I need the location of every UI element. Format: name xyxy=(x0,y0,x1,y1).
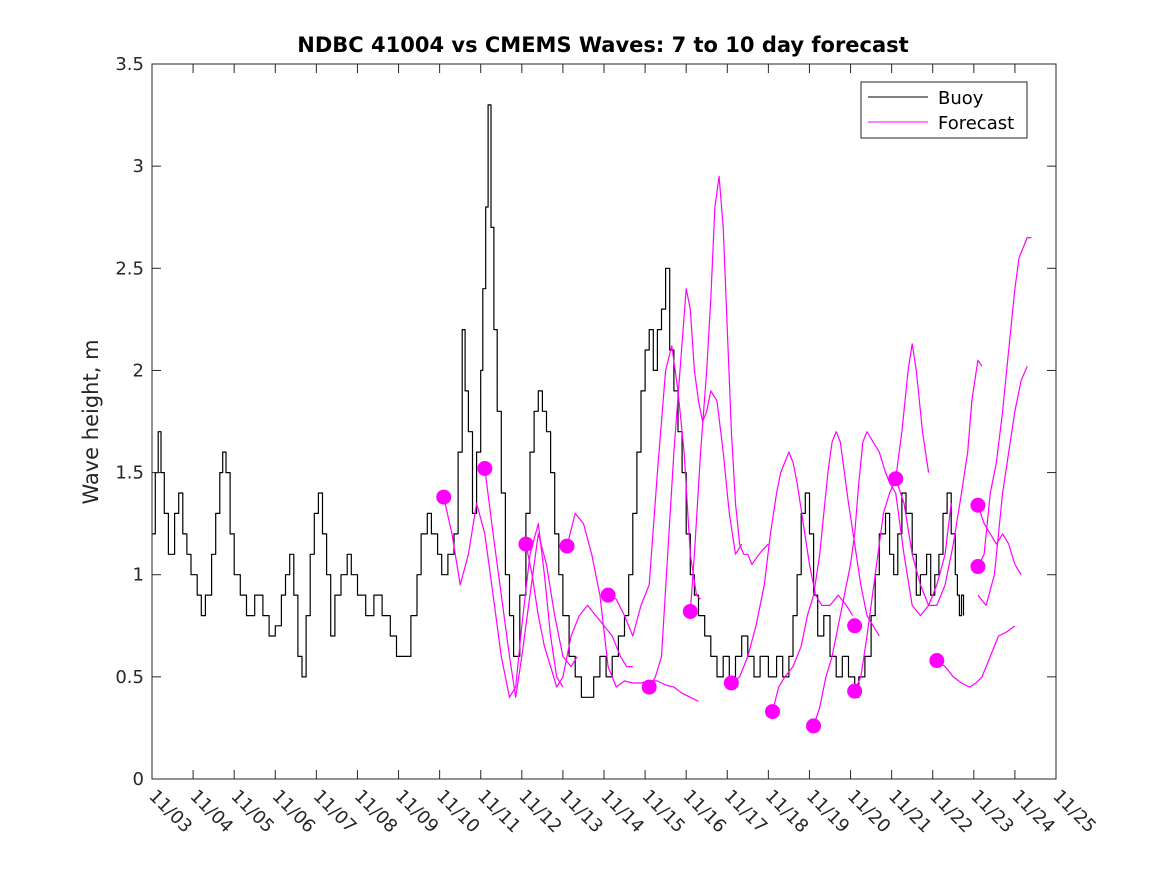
forecast-start-marker xyxy=(723,675,739,691)
y-tick-label: 3 xyxy=(133,156,144,177)
y-tick-label: 3.5 xyxy=(115,54,144,75)
y-axis-label: Wave height, m xyxy=(79,339,103,504)
forecast-line-16 xyxy=(977,366,1028,606)
x-tick-label: 11/12 xyxy=(514,786,566,838)
forecast-start-marker xyxy=(559,538,575,554)
x-tick-label: 11/19 xyxy=(802,786,854,838)
x-tick-label: 11/10 xyxy=(432,786,484,838)
buoy-line xyxy=(152,104,965,698)
forecast-start-marker xyxy=(888,471,904,487)
forecast-series-group xyxy=(443,175,1032,727)
forecast-line-1 xyxy=(443,496,564,698)
forecast-line-13 xyxy=(936,625,1016,688)
x-tick-label: 11/03 xyxy=(144,786,196,838)
forecast-start-marker xyxy=(847,683,863,699)
forecast-line-10 xyxy=(813,431,952,727)
x-tick-label: 11/05 xyxy=(227,786,279,838)
legend: Buoy Forecast xyxy=(860,81,1028,139)
y-tick-label: 0.5 xyxy=(115,667,144,688)
x-tick-label: 11/13 xyxy=(555,786,607,838)
x-tick-label: 11/20 xyxy=(843,786,895,838)
forecast-line-9 xyxy=(771,431,880,712)
forecast-start-marker xyxy=(970,497,986,513)
x-tick-label: 11/18 xyxy=(761,786,813,838)
forecast-start-marker xyxy=(806,718,822,734)
x-tick-label: 11/15 xyxy=(638,786,690,838)
x-tick-label: 11/09 xyxy=(391,786,443,838)
y-tick-label: 2.5 xyxy=(115,258,144,279)
forecast-start-marker xyxy=(600,587,616,603)
x-tick-label: 11/21 xyxy=(884,786,936,838)
forecast-line-15 xyxy=(977,237,1032,567)
legend-box xyxy=(860,81,1028,139)
x-tick-label: 11/08 xyxy=(350,786,402,838)
forecast-line-4 xyxy=(566,512,699,702)
forecast-line-8 xyxy=(731,451,854,684)
forecast-start-marker xyxy=(477,460,493,476)
forecast-start-marker xyxy=(518,536,534,552)
plot-area xyxy=(151,63,1057,780)
chart-title: NDBC 41004 vs CMEMS Waves: 7 to 10 day f… xyxy=(297,33,908,57)
x-tick-label: 11/23 xyxy=(966,786,1018,838)
forecast-start-marker xyxy=(436,489,452,505)
x-tick-label: 11/07 xyxy=(309,786,361,838)
forecast-start-marker xyxy=(682,603,698,619)
legend-label-forecast: Forecast xyxy=(938,113,1014,134)
x-tick-label: 11/16 xyxy=(679,786,731,838)
x-tick-label: 11/04 xyxy=(186,786,238,838)
y-tick-label: 1 xyxy=(133,565,144,586)
forecast-line-2 xyxy=(484,468,578,698)
forecast-start-marker xyxy=(929,653,945,669)
forecast-line-5 xyxy=(607,345,702,637)
forecast-line-7 xyxy=(689,175,769,612)
y-tick-label: 1.5 xyxy=(115,463,144,484)
buoy-series xyxy=(152,104,965,698)
forecast-start-marker xyxy=(641,679,657,695)
x-tick-label: 11/14 xyxy=(596,786,648,838)
legend-label-buoy: Buoy xyxy=(938,88,984,109)
forecast-line-3 xyxy=(525,543,633,688)
forecast-start-marker xyxy=(764,704,780,720)
forecast-start-marker xyxy=(847,618,863,634)
x-tick-label: 11/24 xyxy=(1007,786,1059,838)
plot-background xyxy=(152,64,1056,779)
x-tick-label: 11/22 xyxy=(925,786,977,838)
x-tick-label: 11/17 xyxy=(720,786,772,838)
forecast-start-marker xyxy=(970,559,986,575)
forecast-line-6 xyxy=(648,288,743,688)
x-tick-label: 11/06 xyxy=(268,786,320,838)
y-tick-label: 2 xyxy=(133,360,144,381)
forecast-line-14 xyxy=(977,505,1022,576)
forecast-marker-group xyxy=(436,460,986,734)
x-tick-label: 11/11 xyxy=(473,786,525,838)
x-tick-label: 11/25 xyxy=(1048,786,1100,838)
y-axis: 0 0.5 1 1.5 2 2.5 3 3.5 xyxy=(115,54,1056,790)
forecast-line-12 xyxy=(895,359,983,606)
y-tick-label: 0 xyxy=(133,769,144,790)
